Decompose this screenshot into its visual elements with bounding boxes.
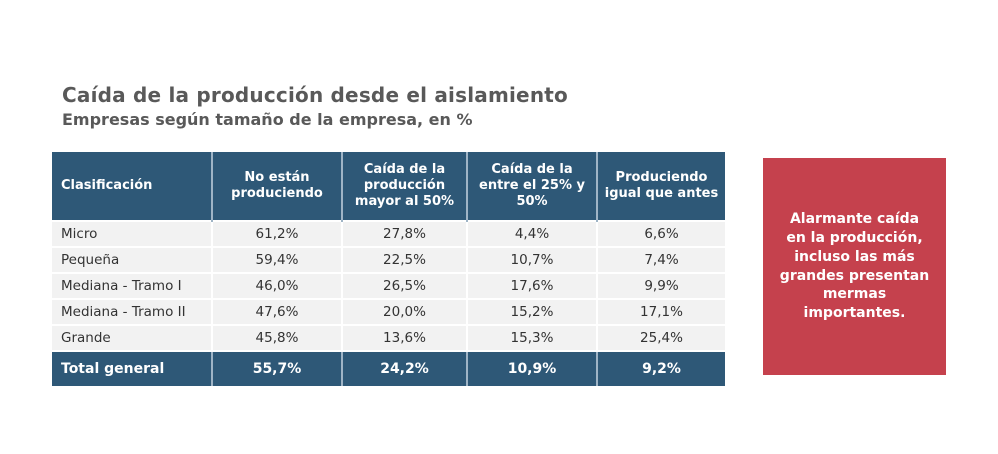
row-label: Mediana - Tramo II (52, 298, 212, 325)
title-block: Caída de la producción desde el aislamie… (62, 83, 722, 130)
cell-value: 4,4% (466, 220, 597, 247)
total-value: 24,2% (341, 350, 467, 386)
cell-value: 27,8% (341, 220, 467, 247)
table-total-row: Total general 55,7% 24,2% 10,9% 9,2% (52, 350, 725, 386)
cell-value: 46,0% (211, 272, 342, 299)
row-label: Pequeña (52, 246, 212, 273)
total-value: 9,2% (596, 350, 725, 386)
cell-value: 26,5% (341, 272, 467, 299)
table-row: Mediana - Tramo II 47,6% 20,0% 15,2% 17,… (52, 298, 725, 325)
cell-value: 17,1% (596, 298, 725, 325)
production-drop-table-wrap: Clasificación No están produciendo Caída… (52, 150, 725, 386)
row-label: Micro (52, 220, 212, 247)
cell-value: 9,9% (596, 272, 725, 299)
total-value: 10,9% (466, 350, 597, 386)
alert-callout-text: Alarmante caída en la producción, inclus… (779, 210, 930, 322)
total-value: 55,7% (211, 350, 342, 386)
cell-value: 59,4% (211, 246, 342, 273)
page-title: Caída de la producción desde el aislamie… (62, 83, 568, 107)
column-header-no-estan-produciendo: No están produciendo (211, 150, 342, 221)
row-label: Mediana - Tramo I (52, 272, 212, 299)
cell-value: 61,2% (211, 220, 342, 247)
cell-value: 20,0% (341, 298, 467, 325)
cell-value: 7,4% (596, 246, 725, 273)
cell-value: 25,4% (596, 324, 725, 351)
column-header-produciendo-igual: Produciendo igual que antes (596, 150, 725, 221)
cell-value: 22,5% (341, 246, 467, 273)
cell-value: 10,7% (466, 246, 597, 273)
cell-value: 6,6% (596, 220, 725, 247)
cell-value: 15,2% (466, 298, 597, 325)
total-label: Total general (52, 350, 212, 386)
table-header-row: Clasificación No están produciendo Caída… (52, 150, 725, 221)
column-header-clasificacion: Clasificación (52, 150, 212, 221)
table-row: Mediana - Tramo I 46,0% 26,5% 17,6% 9,9% (52, 272, 725, 299)
cell-value: 13,6% (341, 324, 467, 351)
row-label: Grande (52, 324, 212, 351)
production-drop-table: Clasificación No están produciendo Caída… (52, 150, 725, 386)
table-row: Pequeña 59,4% 22,5% 10,7% 7,4% (52, 246, 725, 273)
table-row: Micro 61,2% 27,8% 4,4% 6,6% (52, 220, 725, 247)
column-header-caida-25-50: Caída de la entre el 25% y 50% (466, 150, 597, 221)
cell-value: 47,6% (211, 298, 342, 325)
column-header-caida-mayor-50: Caída de la producción mayor al 50% (341, 150, 467, 221)
page-subtitle: Empresas según tamaño de la empresa, en … (62, 110, 473, 129)
cell-value: 45,8% (211, 324, 342, 351)
cell-value: 15,3% (466, 324, 597, 351)
alert-callout-box: Alarmante caída en la producción, inclus… (763, 158, 946, 375)
cell-value: 17,6% (466, 272, 597, 299)
table-row: Grande 45,8% 13,6% 15,3% 25,4% (52, 324, 725, 351)
